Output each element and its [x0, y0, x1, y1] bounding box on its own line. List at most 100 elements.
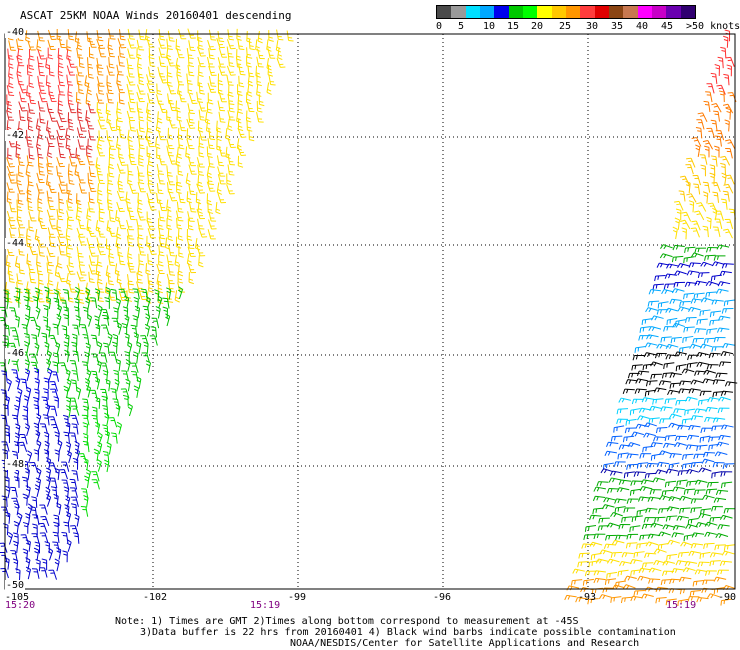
wind-barb — [632, 354, 645, 361]
wind-barb — [682, 335, 694, 343]
wind-barb — [661, 289, 674, 295]
wind-barb — [56, 313, 62, 327]
wind-barb — [162, 306, 169, 319]
wind-barb — [3, 523, 9, 536]
wind-barb — [52, 361, 59, 373]
wind-barb — [36, 183, 45, 194]
wind-barb — [31, 496, 38, 508]
wind-barb — [144, 323, 151, 337]
wind-barb — [621, 516, 633, 523]
wind-barb — [216, 182, 223, 195]
wind-barb — [652, 398, 664, 405]
wind-barb — [1, 370, 8, 382]
wind-barb — [699, 154, 708, 165]
wind-barb — [101, 309, 110, 320]
wind-barb — [136, 376, 142, 389]
wind-barb — [110, 288, 118, 301]
wind-barb — [116, 190, 126, 201]
wind-barb — [23, 395, 30, 408]
wind-barb — [588, 560, 600, 568]
wind-barb — [96, 146, 106, 157]
wind-barb — [27, 262, 36, 274]
wind-barb — [18, 101, 28, 112]
wind-barb — [702, 139, 714, 150]
wind-barb — [684, 408, 696, 416]
wind-barb — [176, 47, 185, 59]
wind-barb — [629, 408, 641, 416]
wind-barb — [715, 130, 725, 141]
time-label-middle: 15:19 — [250, 600, 281, 611]
wind-barb — [27, 503, 33, 517]
wind-barb — [684, 396, 698, 402]
wind-barb — [706, 328, 718, 335]
wind-barb — [722, 343, 735, 349]
wind-barb — [584, 525, 597, 532]
wind-barb — [97, 441, 103, 455]
wind-barb — [673, 408, 686, 414]
wind-barb — [96, 93, 104, 104]
wind-barb — [187, 55, 195, 68]
wind-barb — [67, 218, 73, 230]
wind-barb — [589, 541, 603, 547]
wind-barb — [656, 461, 670, 468]
wind-barb — [22, 521, 29, 534]
wind-barb — [56, 165, 63, 177]
wind-barb — [654, 274, 666, 282]
wind-barb — [88, 166, 96, 178]
wind-barb — [57, 64, 64, 77]
wind-barb — [4, 431, 11, 443]
wind-barb — [98, 46, 107, 58]
wind-barb — [76, 246, 84, 258]
wind-barb — [718, 361, 731, 367]
wind-barb — [6, 182, 15, 193]
wind-barb — [226, 173, 232, 186]
wind-barb — [187, 262, 196, 274]
wind-barb — [722, 103, 734, 114]
wind-barb — [78, 292, 85, 304]
wind-barb — [48, 334, 58, 345]
wind-barb — [723, 73, 730, 86]
wind-barb — [27, 103, 35, 114]
wind-barb — [237, 155, 244, 168]
wind-barb — [12, 335, 20, 347]
wind-barb — [147, 183, 156, 194]
wind-barb — [46, 209, 56, 220]
wind-barb — [218, 91, 227, 103]
wind-barb — [622, 584, 636, 590]
wind-barb — [58, 202, 65, 214]
wind-barb — [711, 181, 721, 192]
wind-barb — [53, 514, 60, 527]
wind-barb — [645, 541, 659, 547]
wind-barb — [660, 336, 672, 343]
wind-barb — [218, 111, 226, 123]
wind-barb — [146, 219, 156, 230]
wind-barb — [716, 84, 726, 95]
wind-barb — [41, 396, 49, 408]
wind-barb — [6, 191, 13, 204]
wind-barb — [661, 489, 673, 497]
wind-barb — [625, 418, 637, 426]
wind-barb — [714, 544, 726, 551]
wind-barb — [31, 568, 40, 579]
wind-barb — [623, 507, 636, 513]
wind-barb — [671, 568, 684, 574]
wind-barb — [18, 91, 27, 103]
wind-barb — [20, 534, 30, 545]
wind-barb — [665, 515, 678, 522]
wind-barb — [177, 228, 184, 241]
wind-barb — [34, 388, 40, 401]
wind-barb — [104, 459, 110, 473]
wind-barb — [27, 40, 36, 51]
wind-barb — [720, 598, 732, 606]
wind-barb — [86, 154, 95, 166]
wind-barb — [107, 46, 115, 58]
wind-barb — [237, 93, 244, 106]
note-line-1: Note: 1) Times are GMT 2)Times along bot… — [115, 616, 579, 627]
wind-barb — [24, 332, 30, 345]
wind-barb — [63, 385, 69, 399]
wind-barb — [690, 507, 702, 514]
wind-barb — [114, 378, 120, 392]
wind-barb — [237, 119, 244, 132]
wind-barb — [148, 47, 155, 60]
wind-barb — [108, 147, 115, 160]
